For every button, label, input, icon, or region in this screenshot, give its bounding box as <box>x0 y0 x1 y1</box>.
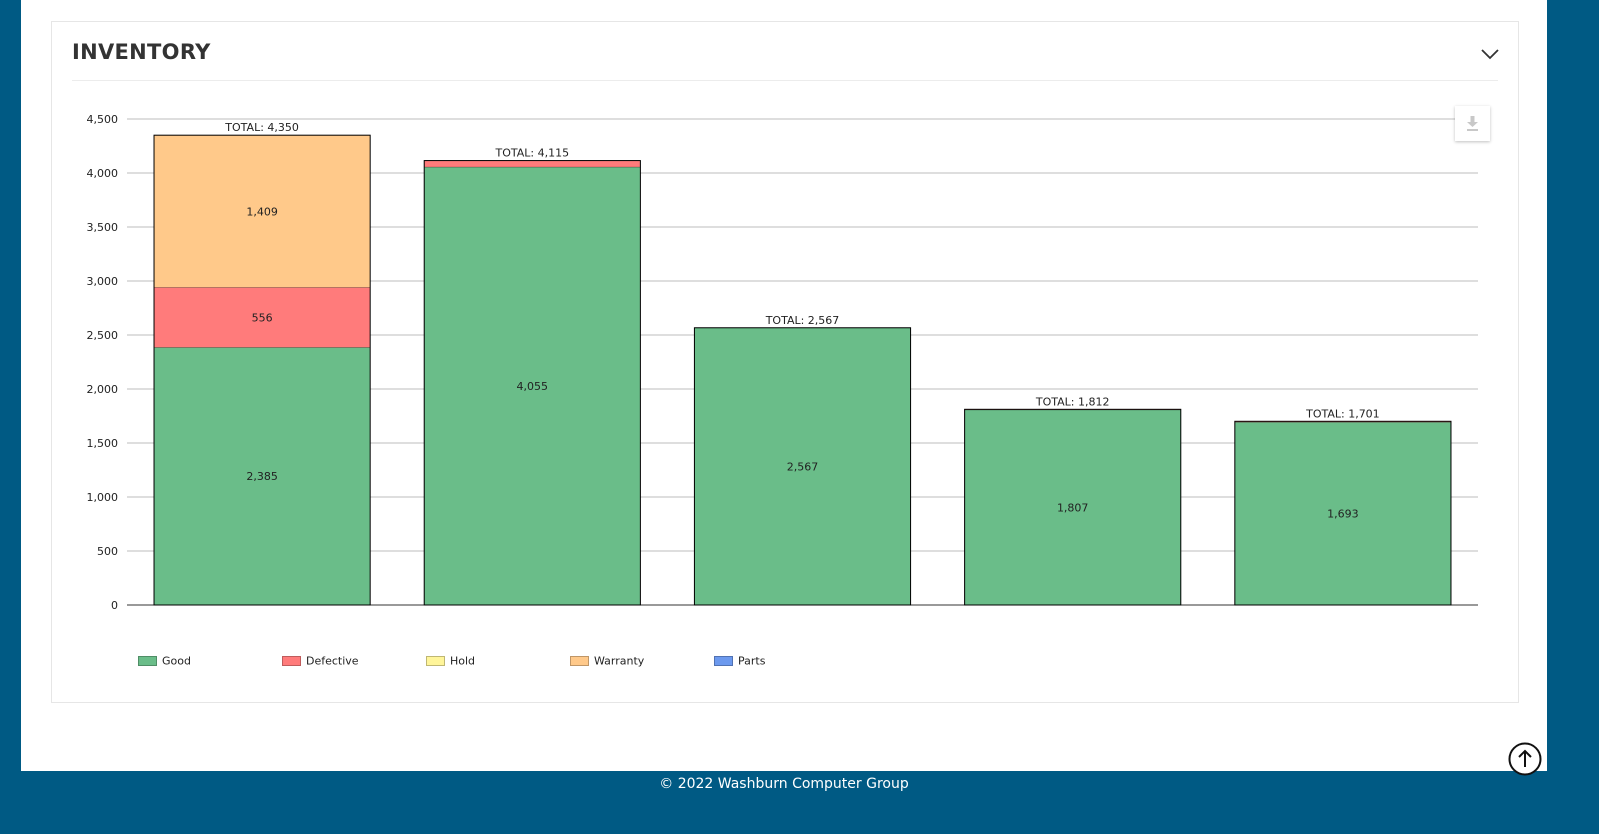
bar-segment <box>423 160 641 168</box>
y-tick-label: 3,500 <box>87 221 119 234</box>
data-label: 556 <box>252 311 273 324</box>
card-divider <box>72 80 1498 81</box>
content-area: INVENTORY 0 500 1,000 1,500 2,000 2,500 3,000 3… <box>21 0 1547 771</box>
legend-swatch <box>570 656 589 666</box>
footer-copyright: © 2022 Washburn Computer Group <box>659 776 909 792</box>
total-label: TOTAL: 1,701 <box>1305 407 1380 420</box>
data-label: 1,693 <box>1327 508 1359 521</box>
data-label: 2,385 <box>246 470 278 483</box>
y-tick-label: 0 <box>111 599 118 612</box>
legend-swatch <box>426 656 445 666</box>
total-label: TOTAL: 2,567 <box>765 314 840 327</box>
data-label: 1,409 <box>246 205 278 218</box>
legend-item[interactable]: Defective <box>282 654 359 668</box>
y-tick-label: 3,000 <box>87 275 119 288</box>
legend-item[interactable]: Warranty <box>570 654 644 668</box>
bar-outline <box>964 408 1182 606</box>
legend-label: Warranty <box>594 654 645 668</box>
y-tick-label: 1,500 <box>87 437 119 450</box>
download-icon <box>1467 116 1478 131</box>
bar-segment <box>423 166 641 606</box>
legend-swatch <box>282 656 301 666</box>
download-button[interactable] <box>1455 106 1490 141</box>
bar-segment <box>153 287 371 348</box>
y-tick-label: 2,500 <box>87 329 119 342</box>
y-tick-label: 2,000 <box>87 383 119 396</box>
legend-item[interactable]: Good <box>138 654 191 668</box>
scroll-top-button[interactable] <box>1508 742 1542 776</box>
legend-label: Defective <box>306 654 359 668</box>
y-tick-label: 4,000 <box>87 167 119 180</box>
legend-label: Parts <box>738 654 766 668</box>
chevron-down-icon[interactable] <box>1479 43 1501 65</box>
legend-label: Good <box>162 654 191 668</box>
legend-swatch <box>714 656 733 666</box>
bar-outline <box>693 327 912 606</box>
y-tick-label: 4,500 <box>87 113 119 126</box>
bar-outline <box>153 134 371 606</box>
bar-segment <box>153 347 371 606</box>
data-label: 4,055 <box>517 380 549 393</box>
bar-outline <box>1234 420 1452 606</box>
data-label: 1,807 <box>1057 501 1089 514</box>
legend-label: Hold <box>450 654 476 668</box>
total-label: TOTAL: 4,350 <box>224 121 299 134</box>
y-tick-label: 500 <box>97 545 118 558</box>
total-label: TOTAL: 1,812 <box>1035 395 1110 408</box>
legend-item[interactable]: Hold <box>426 654 475 668</box>
total-label: TOTAL: 4,115 <box>495 147 570 160</box>
bar-segment <box>153 134 371 288</box>
inventory-chart: 0 500 1,000 1,500 2,000 2,500 3,000 3,500 4,000 4… <box>87 113 1478 612</box>
y-tick-label: 1,000 <box>87 491 119 504</box>
card-title: INVENTORY <box>72 40 211 64</box>
legend-item[interactable]: Parts <box>714 654 765 668</box>
bar-outline <box>423 160 641 606</box>
bar-segment <box>964 409 1182 606</box>
legend-swatch <box>138 656 157 666</box>
data-label: 2,567 <box>787 460 819 473</box>
inventory-card: INVENTORY 0 500 1,000 1,500 2,000 2,500 3,000 3… <box>51 21 1519 703</box>
